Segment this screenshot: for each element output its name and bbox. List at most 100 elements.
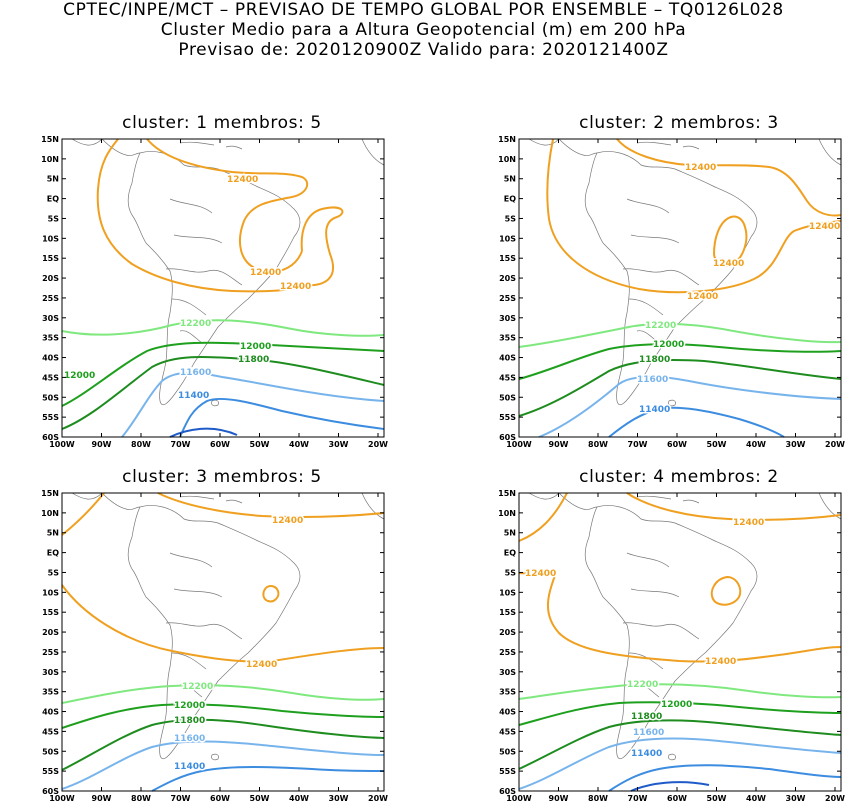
contour-label: 11400: [174, 762, 205, 772]
coastline: [165, 552, 243, 698]
lon-tick-label: 30W: [786, 794, 806, 803]
panel-3-title: cluster: 3 membros: 5: [122, 467, 322, 487]
contour-12400-east: [300, 206, 344, 287]
contour-label: 11800: [631, 712, 662, 722]
lat-tick-label: 55S: [42, 767, 59, 776]
lat-tick-label: 25S: [499, 648, 516, 657]
lon-tick-label: 60W: [210, 794, 230, 803]
contour-label: 11400: [639, 405, 670, 415]
contour-12000: [61, 703, 385, 729]
lat-tick-label: 25S: [42, 294, 59, 303]
contour-label: 12400: [809, 222, 840, 232]
coastline: [636, 495, 700, 504]
lat-tick-label: 5S: [48, 214, 60, 223]
lat-tick-label: 30S: [499, 668, 516, 677]
lat-tick-label: 15N: [498, 135, 516, 144]
coastline: [818, 492, 842, 520]
lat-tick-label: 60S: [42, 787, 59, 796]
contour-11600: [518, 737, 842, 790]
contour-label: 12400: [733, 518, 764, 528]
lat-tick-label: 25S: [42, 648, 59, 657]
contour-12400-north: [616, 138, 842, 217]
lat-tick-label: 60S: [42, 433, 59, 442]
map-frame: [61, 138, 385, 438]
lat-tick-label: 45S: [42, 727, 59, 736]
lat-tick-label: 50S: [42, 747, 59, 756]
lon-tick-label: 40W: [746, 440, 766, 449]
lat-tick-label: 55S: [499, 767, 516, 776]
lat-tick-label: EQ: [47, 549, 59, 558]
lon-tick-label: 100W: [49, 440, 75, 449]
contour-label: 11600: [637, 375, 668, 385]
lat-tick-label: 10N: [498, 155, 516, 164]
contour-label: 12200: [182, 682, 213, 692]
lon-tick-label: 50W: [707, 794, 727, 803]
lat-tick-label: 15N: [498, 489, 516, 498]
lon-tick-label: 80W: [131, 440, 151, 449]
lat-tick-label: 5N: [47, 529, 59, 538]
lon-tick-label: 60W: [667, 440, 687, 449]
lat-tick-label: 20S: [499, 274, 516, 283]
contour-label: 11800: [238, 355, 269, 365]
contour-11800: [518, 359, 842, 417]
contour-12400-outer: [96, 138, 303, 293]
coastline: [71, 138, 141, 156]
panel-3-map: 12400 12400 12200 12000 11800 11600 1140…: [41, 489, 388, 803]
coastline: [127, 151, 301, 406]
lat-tick-label: 5N: [504, 175, 516, 184]
lat-tick-label: 35S: [42, 688, 59, 697]
panel-1-title: cluster: 1 membros: 5: [122, 113, 322, 133]
contour-11400: [179, 397, 385, 438]
coastline: [622, 552, 700, 698]
header-line-3: Previsao de: 2020120900Z Valido para: 20…: [178, 40, 669, 60]
contour-label: 12000: [661, 700, 692, 710]
land-outline: [71, 492, 385, 761]
lon-tick-label: 60W: [667, 794, 687, 803]
contour-label: 12000: [64, 371, 95, 381]
lon-tick-label: 50W: [250, 440, 270, 449]
coastline: [584, 151, 758, 406]
contour-label: 11600: [174, 734, 205, 744]
contour-12400-south: [61, 584, 385, 663]
lat-tick-label: EQ: [504, 195, 516, 204]
lon-tick-label: 100W: [506, 794, 532, 803]
lon-tick-label: 90W: [92, 794, 112, 803]
lat-tick-label: 45S: [499, 727, 516, 736]
lat-tick-label: 30S: [42, 314, 59, 323]
coastline: [361, 138, 385, 166]
contour-12200: [518, 683, 842, 700]
panel-4-map: 12400 12400 12400 12200 12000 11800 1160…: [498, 489, 845, 803]
contour-12400-west: [518, 570, 842, 663]
lat-tick-label: 10S: [499, 234, 516, 243]
contour-12000: [61, 341, 385, 407]
lon-tick-label: 30W: [786, 440, 806, 449]
lat-tick-label: 10N: [41, 509, 59, 518]
header-line-2: Cluster Medio para a Altura Geopotencial…: [160, 20, 687, 40]
lat-tick-label: 15S: [42, 608, 59, 617]
contour-11200: [169, 427, 238, 438]
land-outline: [528, 138, 842, 407]
lon-tick-label: 70W: [171, 440, 191, 449]
contour-11600: [121, 371, 385, 438]
lat-tick-label: EQ: [504, 549, 516, 558]
lon-tick-label: 50W: [707, 440, 727, 449]
lat-tick-label: 20S: [499, 628, 516, 637]
lon-tick-label: 100W: [49, 794, 75, 803]
lon-tick-label: 100W: [506, 440, 532, 449]
lat-tick-label: 5S: [48, 568, 60, 577]
contour-11800: [61, 718, 385, 771]
lon-tick-label: 40W: [289, 440, 309, 449]
lat-tick-label: 20S: [42, 274, 59, 283]
contour-label: 12400: [272, 516, 303, 526]
lat-tick-label: 35S: [499, 688, 516, 697]
coastline: [179, 141, 243, 150]
contour-label: 12200: [180, 319, 211, 329]
lat-tick-label: 15S: [499, 254, 516, 263]
lat-tick-label: 40S: [42, 354, 59, 363]
lat-tick-label: EQ: [47, 195, 59, 204]
lon-tick-label: 30W: [329, 794, 349, 803]
land-outline: [528, 492, 842, 761]
lat-tick-label: 15N: [41, 489, 59, 498]
contour-label: 12400: [685, 163, 716, 173]
lat-tick-label: 5N: [504, 529, 516, 538]
